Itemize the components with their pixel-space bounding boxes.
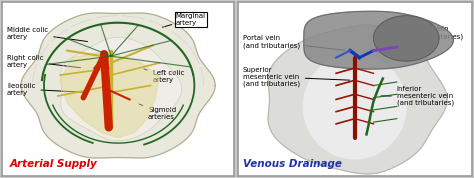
Polygon shape — [303, 54, 406, 159]
Text: Sigmoid
arteries: Sigmoid arteries — [139, 104, 176, 120]
Text: Splenic Vein
(and tributaries): Splenic Vein (and tributaries) — [400, 26, 463, 46]
Text: Left colic
artery: Left colic artery — [144, 69, 184, 83]
Text: Ileocolic
artery: Ileocolic artery — [7, 82, 85, 96]
Text: Right colic
artery: Right colic artery — [7, 55, 81, 68]
Polygon shape — [21, 13, 215, 158]
Polygon shape — [61, 37, 182, 141]
Text: Arterial Supply: Arterial Supply — [9, 159, 97, 169]
Text: Venous Drainage: Venous Drainage — [243, 159, 341, 169]
Text: Marginal
artery: Marginal artery — [162, 13, 206, 27]
Text: Portal vein
(and tributaries): Portal vein (and tributaries) — [243, 35, 345, 50]
Text: Superior
mesenteric vein
(and tributaries): Superior mesenteric vein (and tributarie… — [243, 67, 350, 87]
Polygon shape — [60, 51, 160, 138]
Polygon shape — [304, 11, 454, 69]
Text: Middle colic
artery: Middle colic artery — [7, 27, 88, 41]
Polygon shape — [374, 16, 439, 61]
Text: Inferior
mesenteric vein
(and tributaries): Inferior mesenteric vein (and tributarie… — [381, 86, 454, 106]
Polygon shape — [268, 25, 447, 174]
